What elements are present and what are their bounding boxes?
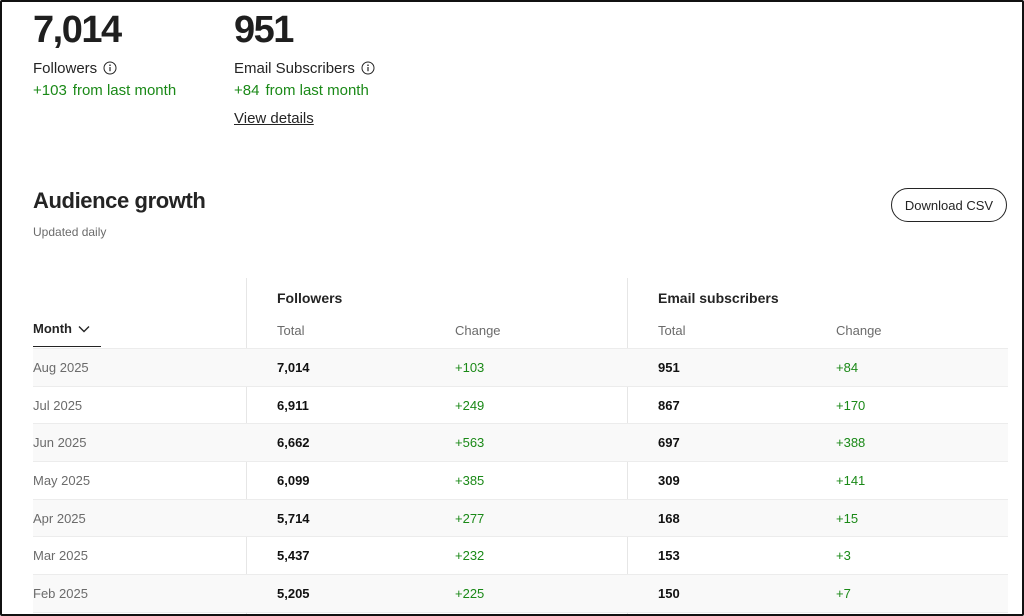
subscribers-change-text: from last month [265, 82, 369, 99]
followers-total-header: Total [277, 323, 305, 338]
followers-change-cell: +249 [455, 397, 485, 413]
followers-total-cell: 5,205 [277, 586, 310, 602]
subscribers-label-row: Email Subscribers [234, 58, 375, 78]
table-row: Apr 2025 5,714 +277 168 +15 [33, 499, 1008, 538]
subscribers-change-value: +84 [234, 82, 260, 99]
followers-change-cell: +103 [455, 360, 485, 375]
followers-change-value: +103 [33, 82, 67, 99]
info-icon[interactable] [361, 61, 375, 75]
subscribers-change-cell: +7 [836, 586, 851, 602]
followers-count: 7,014 [33, 9, 122, 51]
subscribers-total-cell: 150 [658, 586, 680, 602]
followers-change-cell: +232 [455, 548, 485, 564]
followers-total-cell: 7,014 [277, 360, 310, 375]
chevron-down-icon [78, 325, 90, 332]
month-cell: Jun 2025 [33, 435, 87, 451]
table-row: May 2025 6,099 +385 309 +141 [33, 462, 1008, 500]
month-cell: Aug 2025 [33, 360, 89, 375]
month-cell: May 2025 [33, 473, 91, 489]
subscribers-total-cell: 309 [658, 473, 680, 489]
info-icon[interactable] [103, 61, 117, 75]
header-divider [33, 348, 1008, 349]
followers-change-header: Change [455, 323, 501, 338]
subscribers-change-cell: +3 [836, 548, 851, 564]
subscribers-change-header: Change [836, 323, 882, 338]
table-row: Jun 2025 6,662 +563 697 +388 [33, 424, 1008, 463]
subscribers-stat: 951 Email Subscribers +84 from last month [234, 8, 375, 102]
section-subtitle: Updated daily [33, 225, 107, 239]
subscribers-change-cell: +15 [836, 510, 859, 526]
followers-stat: 7,014 Followers +103 from last month [33, 8, 176, 102]
month-sort-underline [33, 346, 101, 347]
followers-total-cell: 5,714 [277, 510, 310, 526]
followers-change: +103 from last month [33, 82, 176, 102]
followers-change-text: from last month [72, 82, 177, 99]
subscribers-change-cell: +141 [836, 473, 866, 489]
subscribers-total-cell: 951 [658, 360, 680, 375]
followers-total-cell: 6,662 [277, 435, 310, 451]
month-sort-header[interactable]: Month [33, 321, 90, 336]
followers-change-cell: +225 [455, 586, 485, 602]
month-cell: Apr 2025 [33, 510, 86, 526]
table-row: Jul 2025 6,911 +249 867 +170 [33, 387, 1008, 425]
table-row: Feb 2025 5,205 +225 150 +7 [33, 575, 1008, 613]
month-header-label: Month [33, 321, 72, 336]
download-csv-button[interactable]: Download CSV [891, 188, 1007, 222]
month-cell: Jul 2025 [33, 397, 83, 413]
subscribers-change: +84 from last month [234, 82, 375, 102]
subscribers-count: 951 [234, 9, 294, 51]
followers-label-row: Followers [33, 58, 176, 78]
subscribers-change-cell: +388 [836, 435, 866, 451]
followers-total-cell: 6,099 [277, 473, 310, 489]
followers-label: Followers [33, 59, 98, 77]
table-body: Aug 2025 7,014 +103 951 +84 Jul 2025 6,911 +249… [33, 349, 1008, 613]
followers-total-cell: 6,911 [277, 397, 309, 413]
followers-change-cell: +277 [455, 510, 485, 526]
subscribers-total-cell: 153 [658, 548, 680, 564]
subscribers-total-cell: 867 [658, 397, 680, 413]
subscribers-change-cell: +84 [836, 360, 859, 375]
month-cell: Mar 2025 [33, 548, 88, 564]
month-cell: Feb 2025 [33, 586, 88, 602]
subscribers-group-header: Email subscribers [658, 290, 779, 306]
view-details-link[interactable]: View details [234, 110, 314, 127]
followers-change-cell: +563 [455, 435, 485, 451]
table-row: Mar 2025 5,437 +232 153 +3 [33, 537, 1008, 576]
section-title: Audience growth [33, 188, 206, 213]
followers-change-cell: +385 [455, 473, 485, 489]
subscribers-total-cell: 697 [658, 435, 680, 451]
subscribers-label: Email Subscribers [234, 59, 355, 77]
followers-total-cell: 5,437 [277, 548, 310, 564]
subscribers-change-cell: +170 [836, 397, 866, 413]
followers-group-header: Followers [277, 290, 343, 306]
table-row: Aug 2025 7,014 +103 951 +84 [33, 349, 1008, 387]
subscribers-total-header: Total [658, 323, 686, 338]
subscribers-total-cell: 168 [658, 510, 680, 526]
